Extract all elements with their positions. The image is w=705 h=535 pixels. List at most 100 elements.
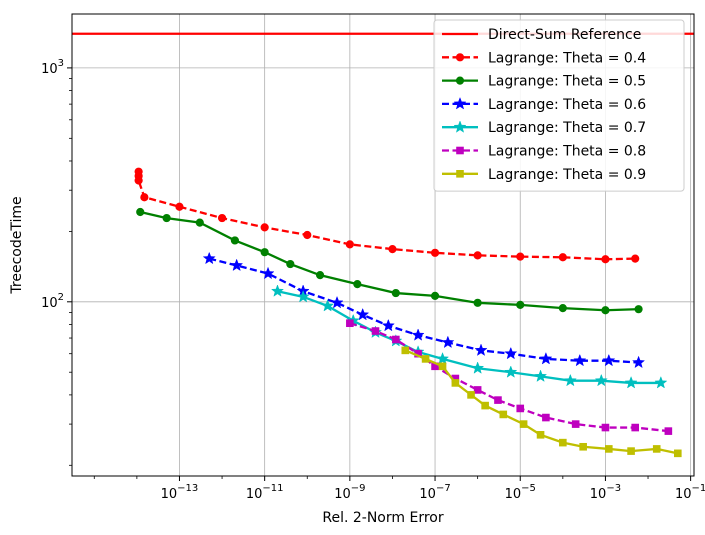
data-point-star [563,373,577,387]
x-tick-label: 10−3 [590,483,621,502]
y-tick-label: 103 [41,58,64,77]
data-point-square [392,335,400,344]
data-point-circle [558,303,567,313]
data-point-circle [634,305,643,314]
data-point-circle [345,240,354,249]
data-point-square [559,438,567,447]
data-point-star [441,335,455,349]
data-point-star [296,289,310,303]
data-point-circle [260,248,269,257]
plot-frame [71,13,695,477]
x-axis-label: Rel. 2-Norm Error [322,510,443,526]
legend: Direct-Sum Reference Lagrange: Theta = 0.… [433,19,685,192]
data-point-circle [601,306,610,315]
x-tick-label: 10−1 [675,483,705,502]
data-point-star [504,365,518,378]
data-point-square [421,355,430,363]
data-point-star [321,299,335,312]
data-point-square [499,410,508,419]
data-point-star [624,376,638,389]
legend-box [433,19,685,192]
data-point-square [542,413,550,422]
data-point-square [664,427,673,435]
data-point-circle [473,298,482,307]
data-point-circle [230,236,239,245]
data-point-star [230,258,244,272]
data-point-circle [473,251,482,260]
data-point-square [494,396,502,404]
data-point-square [605,445,613,453]
legend-label: Lagrange: Theta = 0.4 [488,50,646,66]
x-tick-label: 10−9 [334,483,365,502]
data-point-circle [195,218,204,227]
y-axis-ticks: 102 103 [41,58,72,466]
data-point-circle [140,193,149,202]
series-line [137,171,636,261]
x-tick-label: 10−7 [419,483,450,502]
data-point-circle [430,248,440,257]
data-point-circle [162,213,171,223]
data-point-circle [315,271,325,280]
x-tick-label: 10−13 [161,483,199,502]
data-point-star [411,328,425,341]
data-point-star [330,295,344,309]
data-point-star [533,369,548,382]
series-2 [136,207,643,315]
data-point-star [539,351,553,365]
data-point-square [467,391,475,399]
data-point-star [381,318,395,332]
data-point-star [474,343,488,356]
data-point-star [453,96,467,110]
data-point-circle [601,255,610,264]
data-point-square [627,447,635,455]
data-point-circle [558,253,567,262]
data-point-square [456,146,464,155]
data-point-square [571,420,580,428]
legend-item: Lagrange: Theta = 0.5 [442,74,646,90]
series-6 [401,346,682,458]
data-point-star [356,307,370,321]
legend-label: Lagrange: Theta = 0.5 [488,74,646,90]
data-point-star [573,353,587,367]
data-point-square [473,386,482,394]
data-point-star [261,266,275,280]
data-point-square [438,362,447,371]
data-point-star [594,373,608,387]
data-point-star [602,353,616,367]
data-point-star [453,120,467,133]
legend-item: Lagrange: Theta = 0.9 [442,167,646,183]
data-point-star [504,346,518,360]
legend-item: Direct-Sum Reference [442,27,641,43]
data-point-circle [516,252,525,261]
legend-item: Lagrange: Theta = 0.7 [442,120,646,136]
data-point-circle [134,176,143,185]
data-point-star [270,284,285,297]
data-point-square [401,346,410,355]
data-point-star [435,351,450,365]
data-point-square [519,420,528,428]
data-point-circle [631,254,640,263]
y-tick-label: 102 [41,292,64,311]
series-5 [346,319,673,435]
legend-label: Lagrange: Theta = 0.6 [488,97,646,113]
data-point-circle [455,53,465,62]
data-point-circle [217,213,227,223]
data-point-circle [260,223,269,232]
legend-item: Lagrange: Theta = 0.6 [442,97,646,113]
data-point-square [631,423,640,432]
data-point-square [674,449,682,458]
data-point-star [471,361,485,374]
data-point-square [601,423,610,432]
x-tick-label: 10−11 [246,483,284,502]
data-point-square [516,404,525,413]
data-point-star [654,376,668,389]
legend-label: Direct-Sum Reference [488,27,641,43]
data-point-square [456,170,464,178]
data-point-circle [286,259,295,269]
series-3 [202,251,646,369]
data-point-circle [175,202,184,211]
legend-item: Lagrange: Theta = 0.4 [442,50,646,66]
data-point-circle [353,280,362,289]
data-point-circle [136,207,145,217]
